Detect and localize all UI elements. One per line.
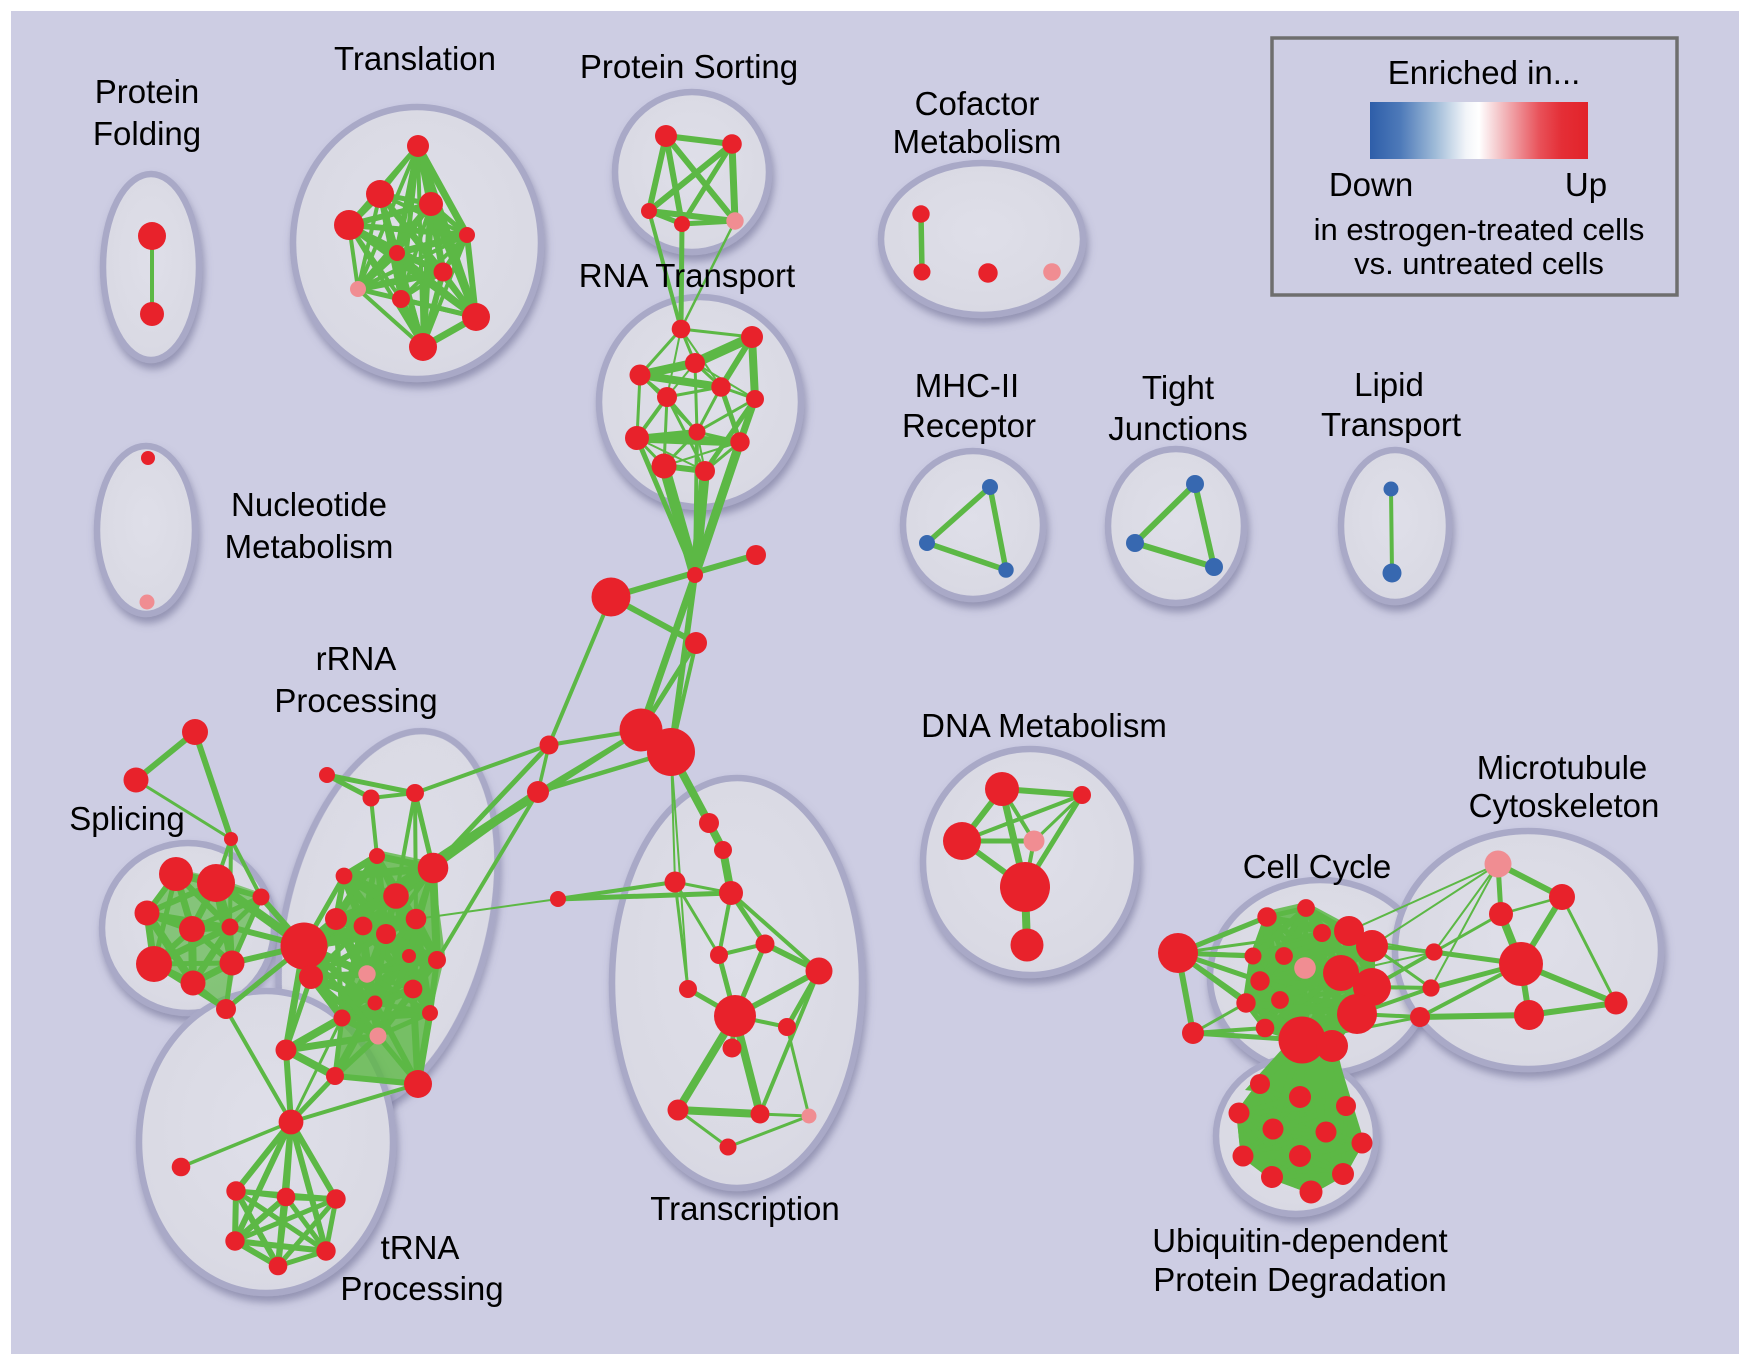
- svg-text:Nucleotide: Nucleotide: [231, 486, 387, 523]
- svg-text:Translation: Translation: [334, 40, 496, 77]
- svg-text:Cell Cycle: Cell Cycle: [1243, 848, 1392, 885]
- svg-text:Processing: Processing: [340, 1270, 503, 1307]
- svg-text:Up: Up: [1565, 166, 1607, 203]
- svg-text:Down: Down: [1329, 166, 1413, 203]
- svg-text:Protein Degradation: Protein Degradation: [1153, 1261, 1447, 1298]
- svg-text:Splicing: Splicing: [69, 800, 185, 837]
- svg-text:Cytoskeleton: Cytoskeleton: [1469, 787, 1660, 824]
- svg-text:Metabolism: Metabolism: [225, 528, 394, 565]
- svg-text:Receptor: Receptor: [902, 407, 1036, 444]
- svg-text:Tight: Tight: [1142, 369, 1214, 406]
- svg-text:Ubiquitin-dependent: Ubiquitin-dependent: [1152, 1222, 1447, 1259]
- svg-text:Transport: Transport: [1321, 406, 1461, 443]
- svg-text:Enriched in...: Enriched in...: [1388, 54, 1581, 91]
- svg-text:RNA Transport: RNA Transport: [579, 257, 795, 294]
- svg-text:Folding: Folding: [93, 115, 201, 152]
- svg-text:Junctions: Junctions: [1108, 410, 1247, 447]
- svg-text:Transcription: Transcription: [650, 1190, 840, 1227]
- svg-text:Microtubule: Microtubule: [1477, 749, 1648, 786]
- svg-text:in estrogen-treated cells: in estrogen-treated cells: [1314, 212, 1645, 247]
- svg-text:tRNA: tRNA: [381, 1229, 460, 1266]
- svg-text:rRNA: rRNA: [316, 640, 397, 677]
- svg-text:DNA Metabolism: DNA Metabolism: [921, 707, 1167, 744]
- svg-text:Protein: Protein: [95, 73, 200, 110]
- svg-text:Lipid: Lipid: [1354, 366, 1424, 403]
- svg-text:Processing: Processing: [274, 682, 437, 719]
- svg-text:vs. untreated cells: vs. untreated cells: [1354, 246, 1604, 281]
- svg-text:Cofactor: Cofactor: [915, 85, 1040, 122]
- svg-text:Protein Sorting: Protein Sorting: [580, 48, 798, 85]
- svg-text:Metabolism: Metabolism: [893, 123, 1062, 160]
- svg-text:MHC-II: MHC-II: [915, 367, 1019, 404]
